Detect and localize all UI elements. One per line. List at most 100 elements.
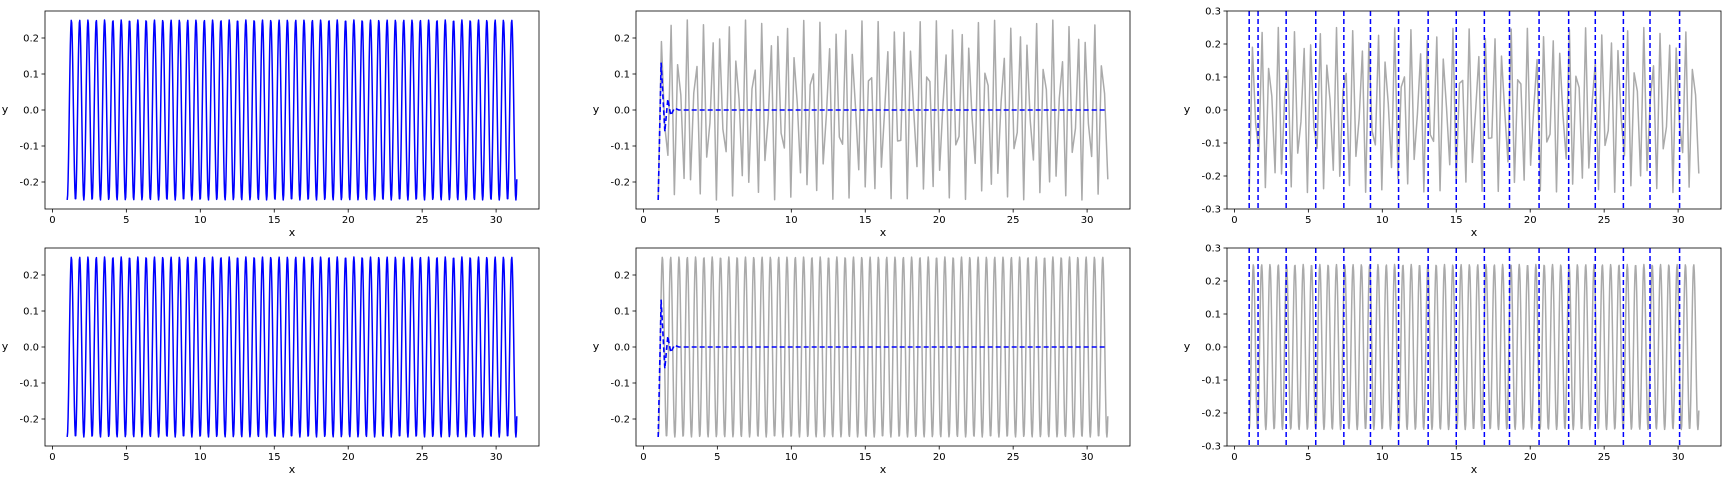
plot-area — [1248, 11, 1700, 209]
x-axis-label: x — [289, 226, 296, 239]
y-axis-label: y — [593, 103, 600, 116]
series-line-1 — [66, 19, 518, 201]
x-tick-label: 20 — [342, 452, 355, 463]
y-tick-label: -0.2 — [19, 178, 39, 189]
x-tick-label: 30 — [490, 452, 503, 463]
x-tick-label: 10 — [785, 452, 798, 463]
x-tick-label: 20 — [342, 215, 355, 226]
y-axis-label: y — [1184, 103, 1191, 116]
x-tick-label: 30 — [1081, 452, 1094, 463]
series-line-1 — [1248, 26, 1700, 194]
x-tick-label: 25 — [1007, 452, 1020, 463]
y-axis-label: y — [2, 340, 9, 353]
y-tick-label: 0.0 — [23, 343, 39, 354]
chart-panel-2: 0 5 10 15 20 25 30 -0.2 -0.1 0.0 0.1 0.2 x y — [593, 10, 1131, 239]
series-line-1 — [66, 256, 518, 438]
x-tick-label: 20 — [933, 215, 946, 226]
x-tick-label: 0 — [49, 215, 55, 226]
plot-area — [657, 256, 1109, 438]
series-line-1 — [657, 256, 1109, 438]
x-tick-label: 15 — [1450, 215, 1463, 226]
x-tick-label: 30 — [1672, 452, 1685, 463]
x-tick-label: 10 — [785, 215, 798, 226]
y-tick-label: -0.1 — [610, 379, 630, 390]
x-tick-label: 25 — [1598, 215, 1611, 226]
x-tick-label: 0 — [640, 215, 646, 226]
series-line-1 — [657, 19, 1109, 201]
x-tick-label: 25 — [416, 215, 429, 226]
series-line-1 — [1248, 263, 1700, 431]
y-tick-label: 0.1 — [1205, 73, 1221, 84]
x-axis-label: x — [880, 226, 887, 239]
y-tick-label: 0.0 — [614, 106, 630, 117]
x-axis-label: x — [289, 463, 296, 476]
x-tick-label: 30 — [490, 215, 503, 226]
y-tick-label: 0.1 — [23, 307, 39, 318]
y-tick-label: -0.1 — [19, 379, 39, 390]
y-tick-label: -0.2 — [1201, 172, 1221, 183]
y-tick-label: 0.1 — [23, 70, 39, 81]
x-tick-label: 20 — [1524, 215, 1537, 226]
x-tick-label: 0 — [1231, 452, 1237, 463]
y-tick-label: 0.2 — [23, 271, 39, 282]
x-tick-label: 15 — [859, 215, 872, 226]
y-axis-label: y — [2, 103, 9, 116]
x-tick-label: 5 — [1305, 215, 1311, 226]
x-axis-label: x — [880, 463, 887, 476]
x-tick-label: 30 — [1672, 215, 1685, 226]
plot-area — [66, 256, 518, 438]
series-line-2 — [657, 62, 1107, 201]
y-tick-label: -0.3 — [1201, 442, 1221, 453]
x-tick-label: 5 — [123, 215, 129, 226]
x-tick-label: 15 — [1450, 452, 1463, 463]
y-tick-label: 0.2 — [614, 271, 630, 282]
y-tick-label: 0.1 — [614, 307, 630, 318]
x-tick-label: 0 — [1231, 215, 1237, 226]
y-tick-label: 0.2 — [1205, 277, 1221, 288]
x-tick-label: 25 — [416, 452, 429, 463]
chart-panel-6: 0 5 10 15 20 25 30 -0.3 -0.2 -0.1 0.0 0.1 0.2 0.3 x y — [1184, 244, 1722, 476]
series-line-2 — [657, 299, 1107, 438]
y-tick-label: 0.2 — [1205, 40, 1221, 51]
y-tick-label: -0.1 — [610, 142, 630, 153]
x-tick-label: 5 — [1305, 452, 1311, 463]
x-tick-label: 0 — [49, 452, 55, 463]
chart-panel-4: 0 5 10 15 20 25 30 -0.2 -0.1 0.0 0.1 0.2 x y — [2, 247, 540, 476]
x-tick-label: 10 — [1376, 452, 1389, 463]
chart-panel-3: 0 5 10 15 20 25 30 -0.3 -0.2 -0.1 0.0 0.1 0.2 0.3 x y — [1184, 7, 1722, 239]
y-tick-label: 0.1 — [1205, 310, 1221, 321]
x-tick-label: 25 — [1007, 215, 1020, 226]
x-tick-label: 5 — [123, 452, 129, 463]
y-tick-label: 0.1 — [614, 70, 630, 81]
x-tick-label: 15 — [268, 215, 281, 226]
x-tick-label: 20 — [933, 452, 946, 463]
x-tick-label: 30 — [1081, 215, 1094, 226]
y-tick-label: -0.2 — [610, 415, 630, 426]
y-tick-label: -0.2 — [19, 415, 39, 426]
y-tick-label: 0.3 — [1205, 7, 1221, 18]
y-tick-label: -0.3 — [1201, 205, 1221, 216]
x-axis-label: x — [1471, 463, 1478, 476]
x-tick-label: 25 — [1598, 452, 1611, 463]
x-tick-label: 0 — [640, 452, 646, 463]
y-tick-label: 0.0 — [1205, 106, 1221, 117]
chart-panel-5: 0 5 10 15 20 25 30 -0.2 -0.1 0.0 0.1 0.2 x y — [593, 247, 1131, 476]
x-axis-label: x — [1471, 226, 1478, 239]
y-tick-label: -0.2 — [610, 178, 630, 189]
y-tick-label: 0.2 — [23, 34, 39, 45]
x-tick-label: 10 — [1376, 215, 1389, 226]
x-tick-label: 20 — [1524, 452, 1537, 463]
y-tick-label: 0.0 — [614, 343, 630, 354]
y-tick-label: -0.1 — [19, 142, 39, 153]
plot-area — [66, 19, 518, 201]
y-tick-label: 0.0 — [1205, 343, 1221, 354]
x-tick-label: 10 — [194, 215, 207, 226]
x-tick-label: 10 — [194, 452, 207, 463]
x-tick-label: 15 — [268, 452, 281, 463]
y-tick-label: -0.1 — [1201, 139, 1221, 150]
x-tick-label: 15 — [859, 452, 872, 463]
chart-panel-1: 0 5 10 15 20 25 30 -0.2 -0.1 0.0 0.1 0.2 x y — [2, 10, 540, 239]
y-axis-label: y — [593, 340, 600, 353]
plot-area — [657, 19, 1109, 201]
